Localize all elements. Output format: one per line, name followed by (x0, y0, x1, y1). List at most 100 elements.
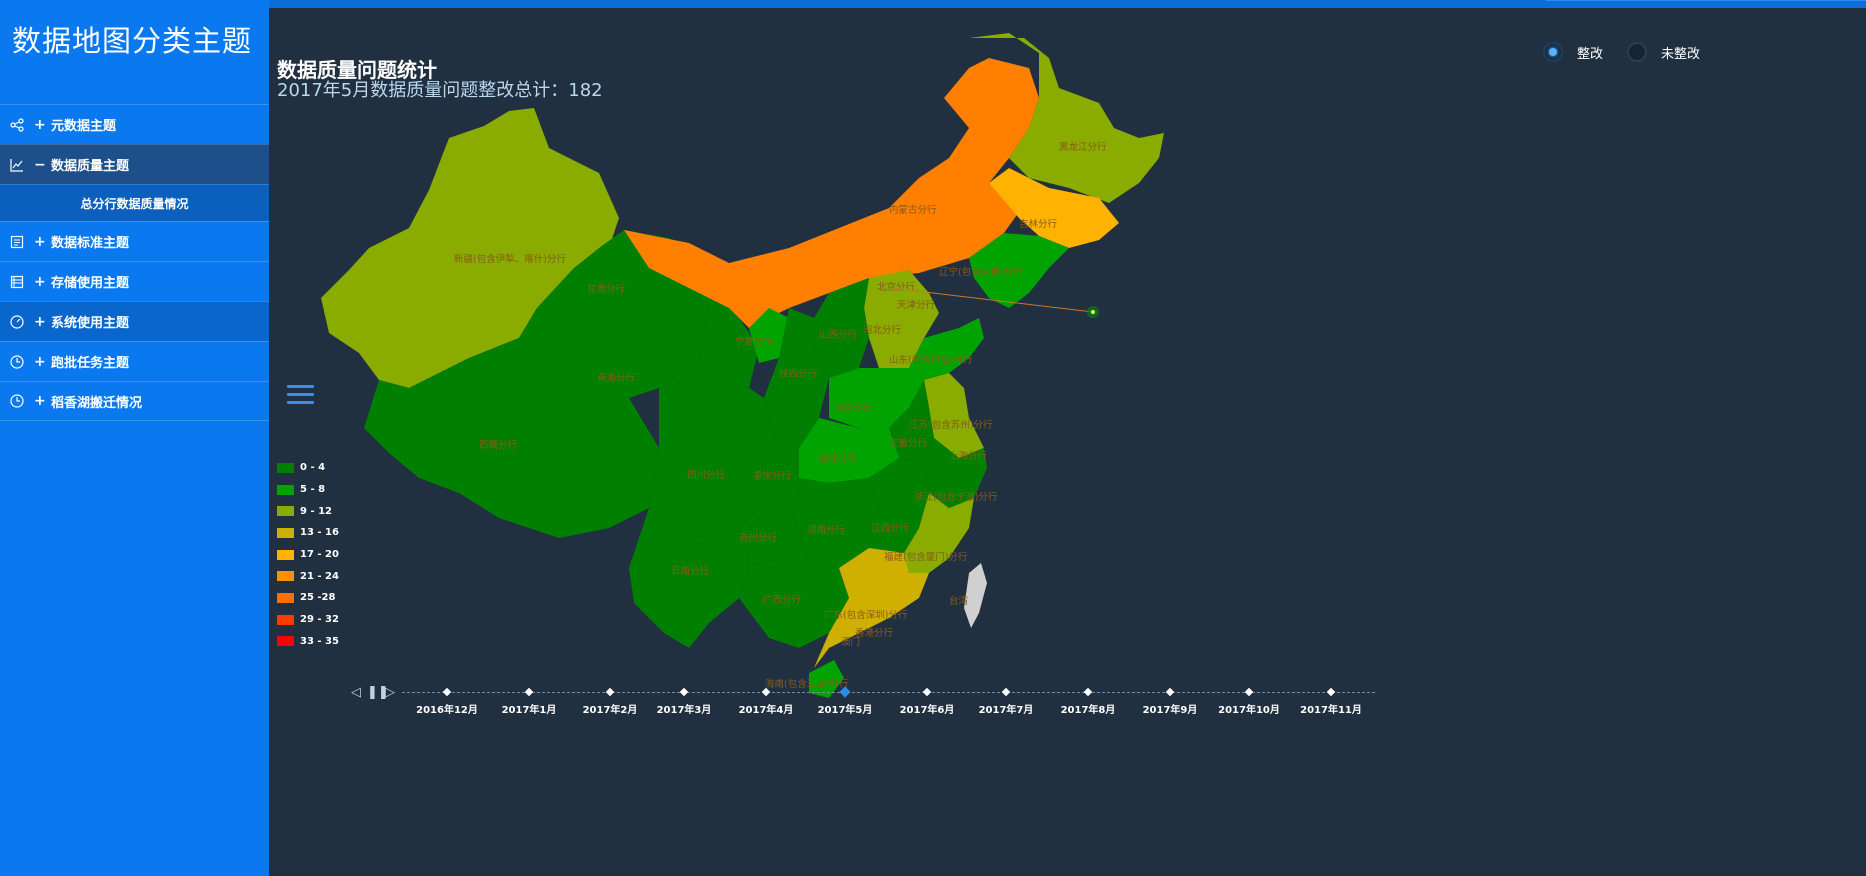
sidebar-item-data-quality[interactable]: − 数据质量主题 (0, 144, 269, 184)
province-label: 西藏分行 (479, 439, 518, 451)
legend-swatch (277, 636, 294, 647)
province-tibet (364, 338, 659, 538)
province-qinghai (519, 238, 709, 398)
timeline-label[interactable]: 2017年10月 (1218, 705, 1280, 716)
province-label: 山东(包含青岛)分行 (889, 354, 973, 366)
province-label: 青海分行 (597, 372, 636, 384)
unfixed-radio[interactable] (1627, 42, 1648, 62)
sidebar-item-label: 元数据主题 (51, 119, 117, 134)
sidebar-item-label: 数据质量主题 (51, 159, 130, 174)
timeline-label[interactable]: 2017年5月 (817, 705, 873, 716)
clock-icon (10, 354, 24, 369)
legend-item[interactable]: 9 - 12 (277, 500, 339, 522)
legend-label: 13 - 16 (300, 527, 339, 539)
beijing-marker-core (1091, 310, 1095, 314)
timeline-track (402, 692, 1375, 693)
province-guangxi (739, 558, 849, 648)
pause-icon[interactable]: ❚❚ (367, 685, 389, 700)
timeline-label[interactable]: 2017年11月 (1300, 705, 1362, 716)
fixed-radio[interactable] (1543, 42, 1563, 62)
sidebar-item-label: 系统使用主题 (51, 316, 130, 331)
beijing-marker-line (890, 287, 1094, 313)
province-anhui (889, 380, 934, 463)
sidebar-item-system-usage[interactable]: + 系统使用主题 (0, 301, 269, 341)
sidebar-item-data-standard[interactable]: + 数据标准主题 (0, 221, 269, 261)
share-icon (10, 117, 24, 132)
timeline-label[interactable]: 2017年2月 (582, 705, 638, 716)
legend-item[interactable]: 13 - 16 (277, 522, 339, 544)
sidebar: 数据地图分类主题 + 元数据主题 − 数据质量主题 总分行数据质量情况 + 数据… (0, 0, 269, 876)
timeline-label[interactable]: 2017年8月 (1060, 705, 1116, 716)
province-label: 云南分行 (671, 565, 710, 577)
timeline-label[interactable]: 2017年9月 (1142, 705, 1198, 716)
legend-swatch (277, 527, 294, 538)
province-label: 宁夏分行 (735, 336, 774, 348)
fixed-label: 整改 (1577, 46, 1604, 62)
legend-item[interactable]: 0 - 4 (277, 457, 339, 479)
china-map[interactable]: 新疆(包含伊犁、喀什)分行 西藏分行 青海分行 甘肃分行 内蒙古分行 黑龙江分行… (269, 8, 1866, 808)
timeline-label[interactable]: 2017年1月 (501, 705, 557, 716)
timeline-label[interactable]: 2017年7月 (978, 705, 1034, 716)
legend-label: 5 - 8 (300, 484, 326, 496)
province-jiangsu (924, 373, 984, 458)
prev-icon[interactable]: ◁ (351, 685, 361, 700)
timeline-label[interactable]: 2016年12月 (416, 705, 478, 716)
legend-item[interactable]: 17 - 20 (277, 544, 339, 566)
sidebar-item-relocation[interactable]: + 稻香湖搬迁情况 (0, 381, 269, 421)
next-icon[interactable]: ▷ (385, 685, 395, 700)
sidebar-menu: + 元数据主题 − 数据质量主题 总分行数据质量情况 + 数据标准主题 + 存储… (0, 104, 269, 421)
legend-item[interactable]: 5 - 8 (277, 479, 339, 501)
legend-label: 21 - 24 (300, 570, 339, 582)
province-label: 广东(包含深圳)分行 (824, 609, 908, 621)
province-label: 湖北分行 (819, 453, 858, 465)
legend-label: 9 - 12 (300, 505, 332, 517)
province-label: 江西分行 (871, 522, 910, 534)
province-label: 台湾 (949, 595, 969, 607)
legend-label: 25 -28 (300, 592, 336, 604)
province-zhejiang (924, 438, 987, 508)
province-label: 天津分行 (897, 299, 936, 311)
province-label: 澳门 (841, 636, 860, 648)
province-label: 吉林分行 (1019, 218, 1058, 230)
timeline-label[interactable]: 2017年4月 (738, 705, 794, 716)
legend-item[interactable]: 21 - 24 (277, 565, 339, 587)
expand-sign: + (34, 353, 46, 370)
timeline-label[interactable]: 2017年6月 (899, 705, 955, 716)
province-shanxi (814, 278, 869, 378)
province-label: 陕西分行 (779, 368, 818, 380)
province-label: 山西分行 (819, 329, 858, 341)
timeline-label[interactable]: 2017年3月 (656, 705, 712, 716)
legend-item[interactable]: 29 - 32 (277, 609, 339, 631)
province-label: 香港分行 (855, 627, 894, 639)
map-subtitle: 2017年5月数据质量问题整改总计：182 (277, 80, 603, 101)
province-liaoning (969, 233, 1069, 308)
map-legend: 0 - 4 5 - 8 9 - 12 13 - 16 17 - 20 21 - … (277, 457, 339, 652)
top-bar (0, 0, 1866, 8)
province-hubei (799, 418, 899, 483)
legend-label: 29 - 32 (300, 614, 339, 626)
province-guizhou (739, 478, 809, 568)
expand-sign: + (34, 273, 46, 290)
legend-item[interactable]: 25 -28 (277, 587, 339, 609)
status-switch: 整改 未整改 (1543, 42, 1724, 62)
legend-swatch (277, 571, 294, 582)
province-label: 湖南分行 (807, 524, 846, 536)
sidebar-item-storage[interactable]: + 存储使用主题 (0, 261, 269, 301)
sidebar-item-metadata[interactable]: + 元数据主题 (0, 104, 269, 144)
legend-item[interactable]: 33 - 35 (277, 631, 339, 653)
sidebar-item-batch-jobs[interactable]: + 跑批任务主题 (0, 341, 269, 381)
expand-sign: + (34, 116, 46, 133)
province-shaanxi (764, 308, 829, 448)
line-chart-icon (10, 158, 23, 172)
province-hebei (864, 270, 939, 368)
legend-label: 17 - 20 (300, 549, 339, 561)
province-label: 四川分行 (687, 469, 726, 481)
province-label: 海南(包含三亚)分行 (765, 678, 849, 690)
sidebar-item-label: 数据标准主题 (51, 236, 130, 251)
legend-swatch (277, 484, 294, 495)
legend-swatch (277, 506, 294, 517)
menu-toggle-icon[interactable] (287, 385, 314, 405)
province-label: 江苏(包含苏州)分行 (909, 419, 993, 431)
sidebar-subitem-branch-quality[interactable]: 总分行数据质量情况 (0, 184, 269, 221)
main-panel: 数据质量问题统计 2017年5月数据质量问题整改总计：182 整改 未整改 (269, 8, 1866, 876)
